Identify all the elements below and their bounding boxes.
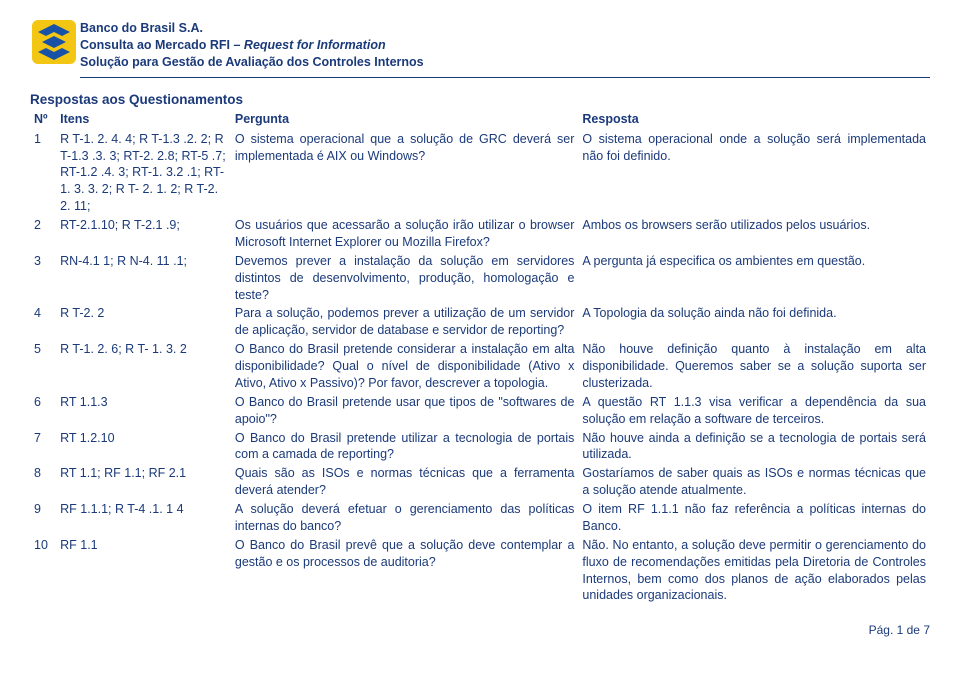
cell-resposta: Não houve definição quanto à instalação …: [578, 340, 930, 393]
table-header-row: Nº Itens Pergunta Resposta: [30, 110, 930, 130]
qa-table: Nº Itens Pergunta Resposta 1R T-1. 2. 4.…: [30, 110, 930, 606]
table-row: 7RT 1.2.10O Banco do Brasil pretende uti…: [30, 429, 930, 465]
cell-resposta: Gostaríamos de saber quais as ISOs e nor…: [578, 464, 930, 500]
table-row: 9RF 1.1.1; R T-4 .1. 1 4A solução deverá…: [30, 500, 930, 536]
cell-num: 4: [30, 304, 56, 340]
cell-itens: R T-1. 2. 6; R T- 1. 3. 2: [56, 340, 231, 393]
cell-resposta: O sistema operacional onde a solução ser…: [578, 130, 930, 216]
table-row: 6RT 1.1.3O Banco do Brasil pretende usar…: [30, 393, 930, 429]
cell-num: 2: [30, 216, 56, 252]
col-num: Nº: [30, 110, 56, 130]
cell-num: 1: [30, 130, 56, 216]
cell-pergunta: Quais são as ISOs e normas técnicas que …: [231, 464, 579, 500]
cell-resposta: A questão RT 1.1.3 visa verificar a depe…: [578, 393, 930, 429]
cell-itens: R T-2. 2: [56, 304, 231, 340]
header-line2-italic: Request for Information: [244, 38, 386, 52]
table-row: 8RT 1.1; RF 1.1; RF 2.1Quais são as ISOs…: [30, 464, 930, 500]
table-row: 10RF 1.1O Banco do Brasil prevê que a so…: [30, 536, 930, 606]
cell-num: 3: [30, 252, 56, 305]
cell-resposta: Ambos os browsers serão utilizados pelos…: [578, 216, 930, 252]
cell-resposta: Não. No entanto, a solução deve permitir…: [578, 536, 930, 606]
header-line2: Consulta ao Mercado RFI – Request for In…: [80, 37, 930, 54]
table-row: 2RT-2.1.10; R T-2.1 .9;Os usuários que a…: [30, 216, 930, 252]
cell-itens: RT 1.1; RF 1.1; RF 2.1: [56, 464, 231, 500]
col-itens: Itens: [56, 110, 231, 130]
cell-itens: RT 1.2.10: [56, 429, 231, 465]
col-resposta: Resposta: [578, 110, 930, 130]
cell-num: 6: [30, 393, 56, 429]
cell-pergunta: O Banco do Brasil pretende usar que tipo…: [231, 393, 579, 429]
cell-pergunta: Devemos prever a instalação da solução e…: [231, 252, 579, 305]
cell-itens: RF 1.1: [56, 536, 231, 606]
cell-num: 10: [30, 536, 56, 606]
section-title: Respostas aos Questionamentos: [30, 92, 930, 107]
cell-pergunta: O Banco do Brasil pretende utilizar a te…: [231, 429, 579, 465]
document-header: Banco do Brasil S.A. Consulta ao Mercado…: [30, 18, 930, 78]
table-row: 1R T-1. 2. 4. 4; R T-1.3 .2. 2; R T-1.3 …: [30, 130, 930, 216]
header-line3: Solução para Gestão de Avaliação dos Con…: [80, 54, 930, 71]
cell-itens: RT-2.1.10; R T-2.1 .9;: [56, 216, 231, 252]
cell-itens: RF 1.1.1; R T-4 .1. 1 4: [56, 500, 231, 536]
cell-itens: R T-1. 2. 4. 4; R T-1.3 .2. 2; R T-1.3 .…: [56, 130, 231, 216]
cell-num: 9: [30, 500, 56, 536]
page-footer: Pág. 1 de 7: [30, 623, 930, 637]
table-row: 4R T-2. 2Para a solução, podemos prever …: [30, 304, 930, 340]
cell-pergunta: Os usuários que acessarão a solução irão…: [231, 216, 579, 252]
cell-resposta: A Topologia da solução ainda não foi def…: [578, 304, 930, 340]
cell-pergunta: Para a solução, podemos prever a utiliza…: [231, 304, 579, 340]
bb-logo: [30, 18, 78, 66]
header-line2-prefix: Consulta ao Mercado RFI –: [80, 38, 244, 52]
cell-itens: RT 1.1.3: [56, 393, 231, 429]
col-pergunta: Pergunta: [231, 110, 579, 130]
cell-resposta: Não houve ainda a definição se a tecnolo…: [578, 429, 930, 465]
cell-pergunta: O Banco do Brasil prevê que a solução de…: [231, 536, 579, 606]
header-org: Banco do Brasil S.A.: [80, 20, 930, 37]
header-text-block: Banco do Brasil S.A. Consulta ao Mercado…: [80, 18, 930, 78]
cell-pergunta: A solução deverá efetuar o gerenciamento…: [231, 500, 579, 536]
cell-pergunta: O sistema operacional que a solução de G…: [231, 130, 579, 216]
cell-resposta: O item RF 1.1.1 não faz referência a pol…: [578, 500, 930, 536]
table-row: 3RN-4.1 1; R N-4. 11 .1;Devemos prever a…: [30, 252, 930, 305]
cell-pergunta: O Banco do Brasil pretende considerar a …: [231, 340, 579, 393]
cell-resposta: A pergunta já especifica os ambientes em…: [578, 252, 930, 305]
table-row: 5R T-1. 2. 6; R T- 1. 3. 2O Banco do Bra…: [30, 340, 930, 393]
cell-num: 7: [30, 429, 56, 465]
cell-num: 5: [30, 340, 56, 393]
cell-itens: RN-4.1 1; R N-4. 11 .1;: [56, 252, 231, 305]
cell-num: 8: [30, 464, 56, 500]
